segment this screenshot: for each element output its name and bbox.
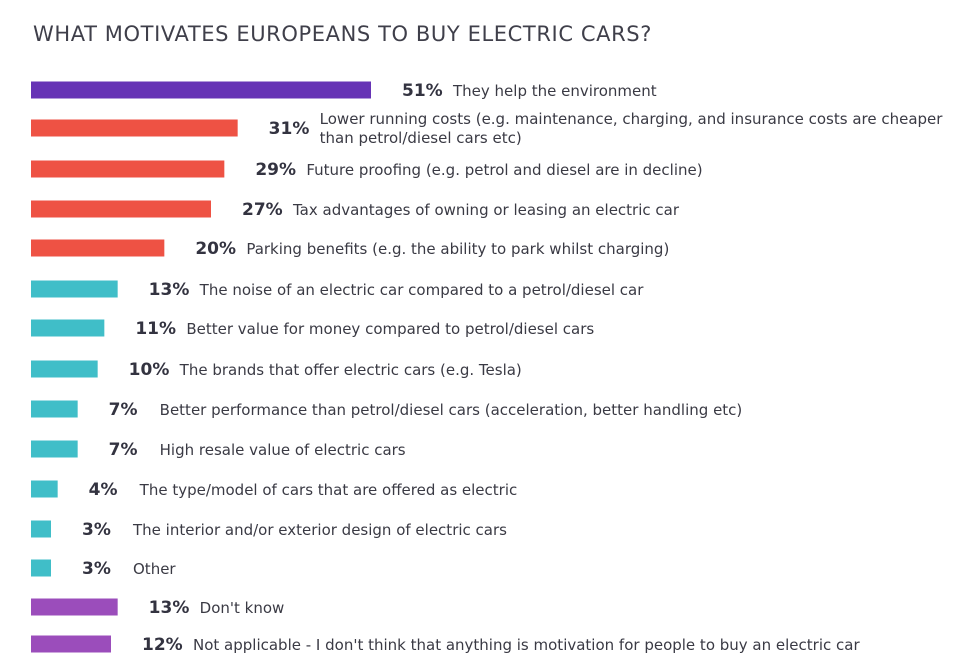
bar-row: 20% Parking benefits (e.g. the ability to… — [31, 239, 669, 259]
bar — [31, 200, 211, 218]
value-label: 20% — [195, 239, 236, 259]
value-label: 29% — [255, 160, 296, 180]
value-label: 12% — [142, 635, 183, 655]
bar — [31, 319, 105, 337]
bar-row: 4% The type/model of cars that are offere… — [31, 480, 517, 500]
bar — [31, 480, 58, 498]
bar — [31, 119, 238, 137]
bar — [31, 239, 165, 257]
bar — [31, 559, 51, 577]
value-label: 4% — [89, 480, 118, 500]
category-label: Don't know — [200, 599, 285, 617]
value-label: 7% — [109, 440, 138, 460]
value-label: 10% — [129, 360, 170, 380]
category-label: Other — [133, 560, 176, 578]
chart-title: WHAT MOTIVATES EUROPEANS TO BUY ELECTRIC… — [33, 22, 652, 46]
category-label: High resale value of electric cars — [160, 441, 406, 459]
category-label: Lower running costs (e.g. maintenance, c… — [320, 110, 944, 128]
bar — [31, 280, 118, 298]
value-label: 13% — [149, 598, 190, 618]
bar-row: 31% Lower running costs (e.g. maintenance… — [31, 110, 943, 147]
bar-row: 27% Tax advantages of owning or leasing a… — [31, 200, 680, 220]
category-label: They help the environment — [452, 82, 657, 100]
category-label: Future proofing (e.g. petrol and diesel … — [306, 161, 702, 179]
bar — [31, 635, 111, 653]
value-label: 3% — [82, 520, 111, 540]
bar — [31, 440, 78, 458]
bar-row: 3% Other — [31, 559, 176, 579]
category-label: The brands that offer electric cars (e.g… — [179, 361, 522, 379]
value-label: 51% — [402, 81, 443, 101]
value-label: 31% — [269, 119, 310, 139]
bar-row: 12% Not applicable - I don't think that a… — [31, 635, 860, 655]
value-label: 3% — [82, 559, 111, 579]
bar — [31, 360, 98, 378]
bar — [31, 160, 225, 178]
value-label: 13% — [149, 280, 190, 300]
category-label: Tax advantages of owning or leasing an e… — [292, 201, 680, 219]
bar-row: 13% The noise of an electric car compared… — [31, 280, 644, 300]
bar-row: 10% The brands that offer electric cars (… — [31, 360, 522, 380]
bar-row: 11% Better value for money compared to pe… — [31, 319, 594, 339]
category-label: than petrol/diesel cars etc) — [320, 129, 522, 147]
bar — [31, 400, 78, 418]
category-label: Better performance than petrol/diesel ca… — [160, 401, 743, 419]
bar-row: 7% High resale value of electric cars — [31, 440, 406, 460]
bar-row: 7% Better performance than petrol/diesel … — [31, 400, 742, 420]
bar-row: 51% They help the environment — [31, 81, 657, 101]
value-label: 7% — [109, 400, 138, 420]
category-label: Better value for money compared to petro… — [186, 320, 594, 338]
bar-row: 3% The interior and/or exterior design of… — [31, 520, 507, 540]
bar-row: 13% Don't know — [31, 598, 284, 618]
category-label: The interior and/or exterior design of e… — [132, 521, 507, 539]
bar-row: 29% Future proofing (e.g. petrol and dies… — [31, 160, 703, 180]
bar — [31, 520, 51, 538]
bar — [31, 598, 118, 616]
value-label: 27% — [242, 200, 283, 220]
category-label: Parking benefits (e.g. the ability to pa… — [246, 240, 669, 258]
category-label: Not applicable - I don't think that anyt… — [193, 636, 860, 654]
bar — [31, 81, 371, 99]
value-label: 11% — [135, 319, 176, 339]
category-label: The noise of an electric car compared to… — [199, 281, 645, 299]
category-label: The type/model of cars that are offered … — [139, 481, 518, 499]
